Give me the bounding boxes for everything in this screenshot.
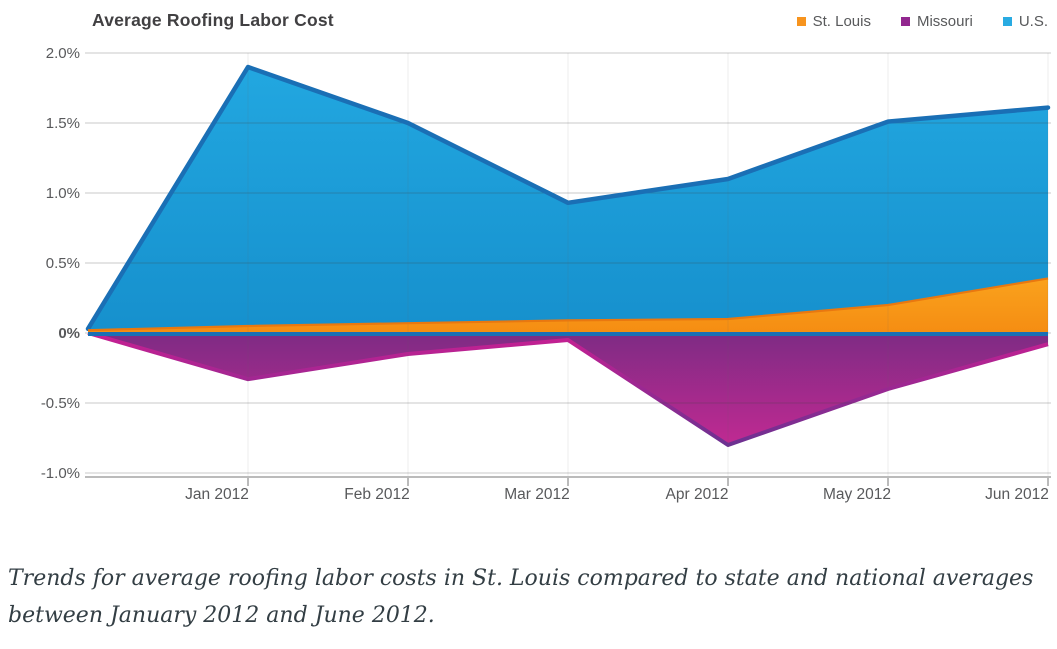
y-axis-tick-label: -0.5% — [41, 395, 80, 412]
figure-caption: Trends for average roofing labor costs i… — [8, 566, 1034, 629]
y-axis-tick-label: -1.0% — [41, 465, 80, 482]
legend-label-missouri: Missouri — [916, 13, 973, 30]
legend: St. Louis Missouri U.S. — [796, 13, 1048, 30]
us-swatch-icon — [1002, 17, 1012, 26]
y-axis-tick-label: 1.5% — [46, 115, 80, 132]
y-axis-tick-label: 1.0% — [46, 185, 80, 202]
x-axis-tick-label: Mar 2012 — [504, 486, 569, 503]
legend-item-us: U.S. — [1002, 13, 1048, 30]
x-axis-tick-label: Apr 2012 — [666, 486, 729, 503]
x-axis-tick-label: Jun 2012 — [985, 486, 1049, 503]
area-chart-plot: 2.0% 1.5% 1.0% 0.5% 0% -0.5% -1.0% Jan 2012 Feb … — [41, 45, 1051, 503]
missouri-swatch-icon — [900, 17, 910, 26]
chart-title: Average Roofing Labor Cost — [92, 10, 334, 30]
st-louis-swatch-icon — [796, 17, 806, 26]
legend-item-st-louis: St. Louis — [796, 13, 871, 30]
x-axis-tick-label: Jan 2012 — [185, 486, 249, 503]
x-axis-tick-label: Feb 2012 — [344, 486, 410, 503]
y-axis-tick-label: 0.5% — [46, 255, 80, 272]
y-axis-tick-label: 0% — [58, 325, 80, 342]
x-axis-tick-label: May 2012 — [823, 486, 891, 503]
legend-label-us: U.S. — [1018, 13, 1048, 30]
legend-item-missouri: Missouri — [900, 13, 973, 30]
legend-label-st-louis: St. Louis — [812, 13, 871, 30]
y-axis-tick-label: 2.0% — [46, 45, 80, 62]
